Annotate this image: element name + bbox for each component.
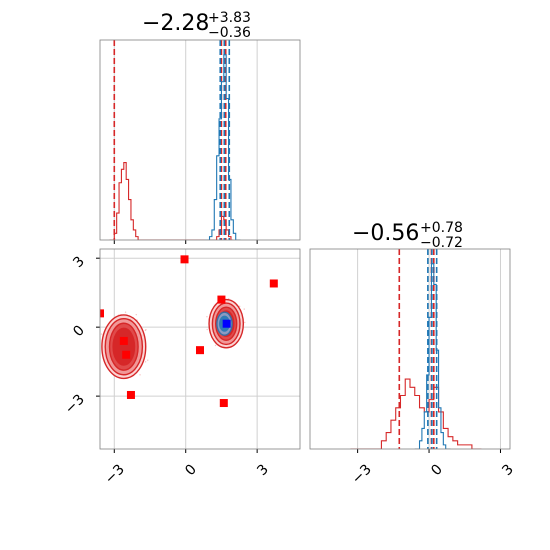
square-marker bbox=[222, 319, 231, 328]
bl-points bbox=[100, 255, 278, 408]
br-title-lower: −0.72 bbox=[420, 235, 463, 251]
tl-histograms bbox=[109, 40, 241, 240]
square-marker bbox=[119, 336, 128, 345]
br-title-median: −0.56 bbox=[352, 221, 419, 246]
sample-dot bbox=[238, 305, 241, 308]
bl-ytick-label: −3 bbox=[62, 392, 88, 418]
tl-grid bbox=[113, 40, 258, 244]
square-marker bbox=[269, 279, 278, 288]
square-marker bbox=[219, 399, 228, 408]
br-xtick-label: 3 bbox=[499, 462, 517, 480]
red-histogram-step bbox=[109, 162, 234, 240]
bottom-left-scatter-panel: −3 0 3 3 0 −3 bbox=[62, 248, 301, 488]
sample-dot bbox=[244, 321, 246, 324]
sample-dot bbox=[144, 361, 147, 363]
sample-dot bbox=[206, 328, 208, 331]
tl-title-median: −2.28 bbox=[142, 11, 209, 36]
sample-dot bbox=[243, 308, 245, 310]
square-marker bbox=[217, 295, 226, 304]
bl-xtick-label: −3 bbox=[102, 462, 128, 488]
br-title: −0.56 +0.78 −0.72 bbox=[352, 220, 463, 251]
br-xtick-labels: −3 0 3 bbox=[349, 462, 517, 488]
bl-axis-frame bbox=[99, 248, 301, 450]
bl-xtick-label: 3 bbox=[254, 462, 272, 480]
sample-dot bbox=[135, 313, 137, 316]
red-histogram-step bbox=[350, 378, 482, 449]
blue-histogram-step bbox=[204, 54, 241, 240]
br-xtick-label: 0 bbox=[428, 462, 446, 480]
tl-title-upper: +3.83 bbox=[208, 10, 251, 26]
bl-ytick-labels: 3 0 −3 bbox=[62, 254, 88, 418]
sample-dot bbox=[139, 374, 141, 376]
sample-dot bbox=[214, 344, 217, 347]
sample-dot bbox=[145, 329, 147, 331]
bl-grid bbox=[96, 249, 300, 453]
br-grid bbox=[357, 249, 501, 453]
top-left-histogram-panel: −2.28 +3.83 −0.36 bbox=[99, 10, 301, 244]
square-marker bbox=[100, 309, 104, 318]
sample-dot bbox=[147, 359, 149, 361]
br-histograms bbox=[350, 249, 482, 449]
bottom-right-histogram-panel: −0.56 +0.78 −0.72 −3 0 3 bbox=[309, 220, 517, 488]
square-marker bbox=[122, 350, 131, 359]
bl-ytick-label: 0 bbox=[70, 323, 88, 341]
tl-title: −2.28 +3.83 −0.36 bbox=[142, 10, 251, 41]
br-xtick-label: −3 bbox=[349, 462, 375, 488]
tl-axis-frame bbox=[99, 39, 301, 241]
square-marker bbox=[126, 390, 135, 399]
bl-ytick-label: 3 bbox=[70, 254, 88, 272]
red-contour-level bbox=[112, 327, 136, 366]
bl-contours bbox=[100, 296, 246, 380]
bl-xtick-labels: −3 0 3 bbox=[102, 462, 272, 488]
sample-dot bbox=[124, 311, 127, 313]
sample-dot bbox=[100, 333, 103, 335]
tl-title-lower: −0.36 bbox=[208, 25, 251, 41]
square-marker bbox=[180, 255, 189, 264]
br-axis-frame bbox=[309, 248, 511, 450]
br-title-upper: +0.78 bbox=[420, 220, 463, 236]
square-marker bbox=[196, 346, 204, 355]
bl-xtick-label: 0 bbox=[182, 462, 200, 480]
sample-dot bbox=[206, 316, 208, 318]
